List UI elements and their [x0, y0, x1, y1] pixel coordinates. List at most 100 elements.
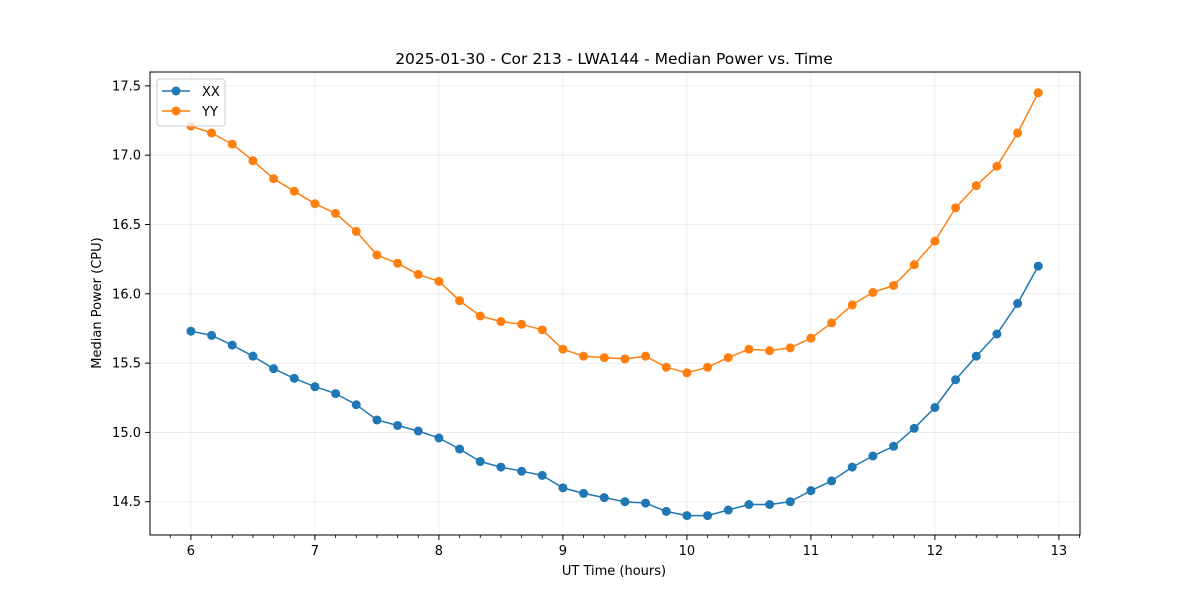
data-point-yy: [641, 351, 651, 361]
data-point-xx: [868, 451, 878, 461]
data-point-yy: [930, 236, 940, 246]
data-point-yy: [951, 203, 961, 213]
data-point-yy: [620, 354, 630, 364]
data-point-yy: [393, 258, 403, 268]
data-point-xx: [372, 415, 382, 425]
data-point-xx: [703, 511, 713, 521]
chart-title: 2025-01-30 - Cor 213 - LWA144 - Median P…: [395, 50, 833, 68]
data-point-xx: [620, 497, 630, 507]
x-tick-label: 10: [679, 544, 696, 559]
data-point-xx: [785, 497, 795, 507]
data-point-yy: [496, 317, 506, 327]
data-point-yy: [744, 344, 754, 354]
y-tick-label: 15.5: [112, 357, 141, 372]
data-point-xx: [827, 476, 837, 486]
y-tick-label: 15.0: [112, 426, 141, 441]
x-tick-label: 12: [927, 544, 944, 559]
x-tick-label: 9: [559, 544, 567, 559]
data-point-yy: [207, 128, 217, 138]
data-point-yy: [517, 319, 527, 329]
data-point-xx: [1013, 299, 1023, 308]
data-point-xx: [517, 466, 527, 476]
data-point-xx: [641, 498, 651, 508]
data-point-xx: [744, 500, 754, 510]
legend-marker-xx: [171, 86, 181, 96]
data-point-yy: [248, 156, 258, 166]
data-point-xx: [289, 373, 299, 383]
data-point-yy: [847, 300, 857, 310]
data-point-yy: [1033, 88, 1043, 98]
data-point-xx: [1033, 261, 1043, 271]
grid-lines: [150, 72, 1080, 535]
data-point-xx: [331, 389, 341, 399]
y-tick-label: 17.5: [112, 79, 141, 94]
data-point-yy: [682, 368, 692, 378]
data-point-xx: [537, 470, 547, 480]
data-point-yy: [889, 280, 899, 290]
x-axis: 6 7 8 9 10 11 12 13: [169, 535, 1080, 559]
y-tick-label: 16.0: [112, 287, 141, 302]
data-point-xx: [909, 423, 919, 433]
legend-marker-yy: [171, 106, 181, 116]
data-point-xx: [661, 506, 671, 516]
data-point-yy: [661, 362, 671, 372]
data-point-yy: [227, 139, 237, 149]
data-point-yy: [992, 161, 1002, 171]
data-point-yy: [558, 344, 568, 354]
data-point-xx: [889, 441, 899, 451]
x-tick-label: 13: [1051, 544, 1068, 559]
data-point-xx: [992, 329, 1002, 339]
data-point-yy: [310, 199, 320, 209]
data-point-xx: [930, 402, 940, 412]
data-point-yy: [579, 351, 589, 361]
data-point-yy: [827, 318, 837, 328]
x-tick-label: 11: [803, 544, 820, 559]
data-point-yy: [269, 174, 279, 184]
data-point-yy: [351, 226, 361, 236]
x-tick-label: 8: [435, 544, 443, 559]
data-point-yy: [723, 353, 733, 363]
data-point-xx: [496, 462, 506, 472]
data-point-yy: [475, 311, 485, 321]
data-point-xx: [413, 426, 423, 436]
data-point-xx: [558, 483, 568, 493]
data-point-xx: [186, 326, 196, 336]
data-point-xx: [269, 364, 279, 374]
series-yy: [186, 88, 1043, 378]
plot-area-frame: [149, 71, 1081, 536]
data-point-yy: [765, 346, 775, 356]
data-point-yy: [806, 333, 816, 343]
data-point-yy: [868, 287, 878, 297]
data-point-xx: [227, 340, 237, 350]
y-tick-label: 16.5: [112, 218, 141, 233]
data-point-yy: [971, 181, 981, 191]
x-axis-label: UT Time (hours): [562, 564, 666, 579]
data-point-xx: [951, 375, 961, 385]
x-tick-label: 6: [187, 544, 195, 559]
y-tick-label: 17.0: [112, 149, 141, 164]
data-point-yy: [455, 296, 465, 306]
data-point-yy: [703, 362, 713, 372]
data-point-xx: [971, 351, 981, 361]
data-point-yy: [537, 325, 547, 335]
data-point-xx: [847, 462, 857, 472]
data-point-xx: [806, 486, 816, 496]
legend: XX YY: [156, 78, 226, 127]
data-point-yy: [413, 269, 423, 279]
y-tick-label: 14.5: [112, 495, 141, 510]
data-point-yy: [289, 186, 299, 196]
data-point-yy: [1013, 128, 1023, 138]
data-point-yy: [434, 276, 444, 286]
data-point-yy: [599, 353, 609, 363]
data-point-xx: [434, 433, 444, 443]
legend-label-yy: YY: [201, 105, 218, 120]
data-point-yy: [331, 208, 341, 218]
legend-label-xx: XX: [202, 85, 220, 100]
data-point-xx: [455, 444, 465, 454]
data-point-xx: [765, 500, 775, 510]
data-point-xx: [599, 493, 609, 503]
data-point-xx: [682, 511, 692, 521]
data-point-xx: [248, 351, 258, 361]
data-point-xx: [351, 400, 361, 410]
